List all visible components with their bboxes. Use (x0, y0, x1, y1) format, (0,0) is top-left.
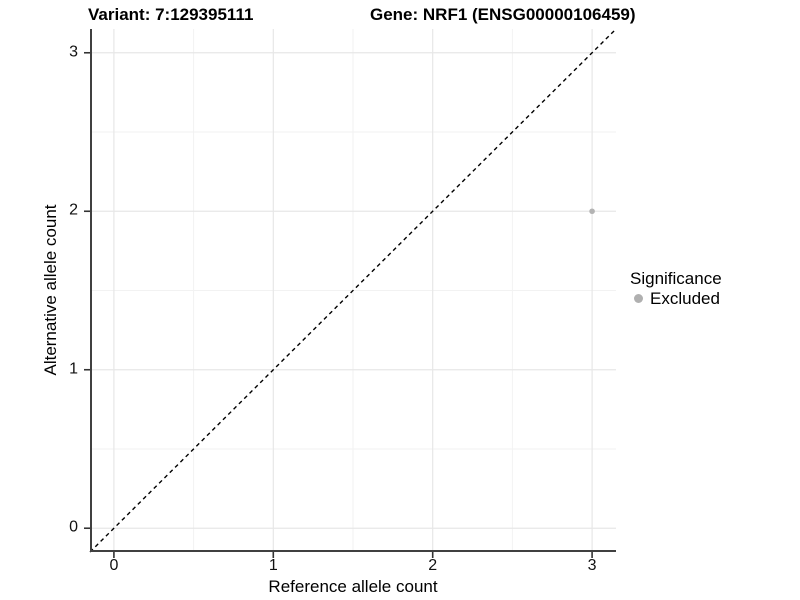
legend-item-excluded: Excluded (630, 289, 722, 308)
identity-line (89, 28, 617, 553)
x-tick-label: 2 (428, 557, 438, 574)
y-tick-label: 0 (69, 518, 78, 536)
legend-item-label: Excluded (650, 289, 720, 308)
y-tick-label: 2 (69, 201, 78, 219)
legend-key (630, 290, 647, 307)
plot-panel (84, 28, 617, 558)
data-point (589, 208, 595, 215)
legend-title: Significance (630, 269, 722, 288)
gene-title: Gene: NRF1 (ENSG00000106459) (370, 5, 636, 24)
x-tick-label: 0 (109, 557, 119, 574)
y-tick-label: 3 (69, 43, 78, 61)
x-axis-title: Reference allele count (268, 577, 438, 596)
legend: Significance Excluded (630, 269, 722, 308)
excluded-point-icon (634, 294, 643, 303)
plot-svg (84, 28, 617, 558)
y-axis-title: Alternative allele count (41, 204, 60, 376)
variant-title: Variant: 7:129395111 (88, 5, 254, 24)
x-tick-label: 3 (587, 557, 597, 574)
y-tick-label: 1 (69, 360, 78, 378)
x-tick-label: 1 (268, 557, 278, 574)
